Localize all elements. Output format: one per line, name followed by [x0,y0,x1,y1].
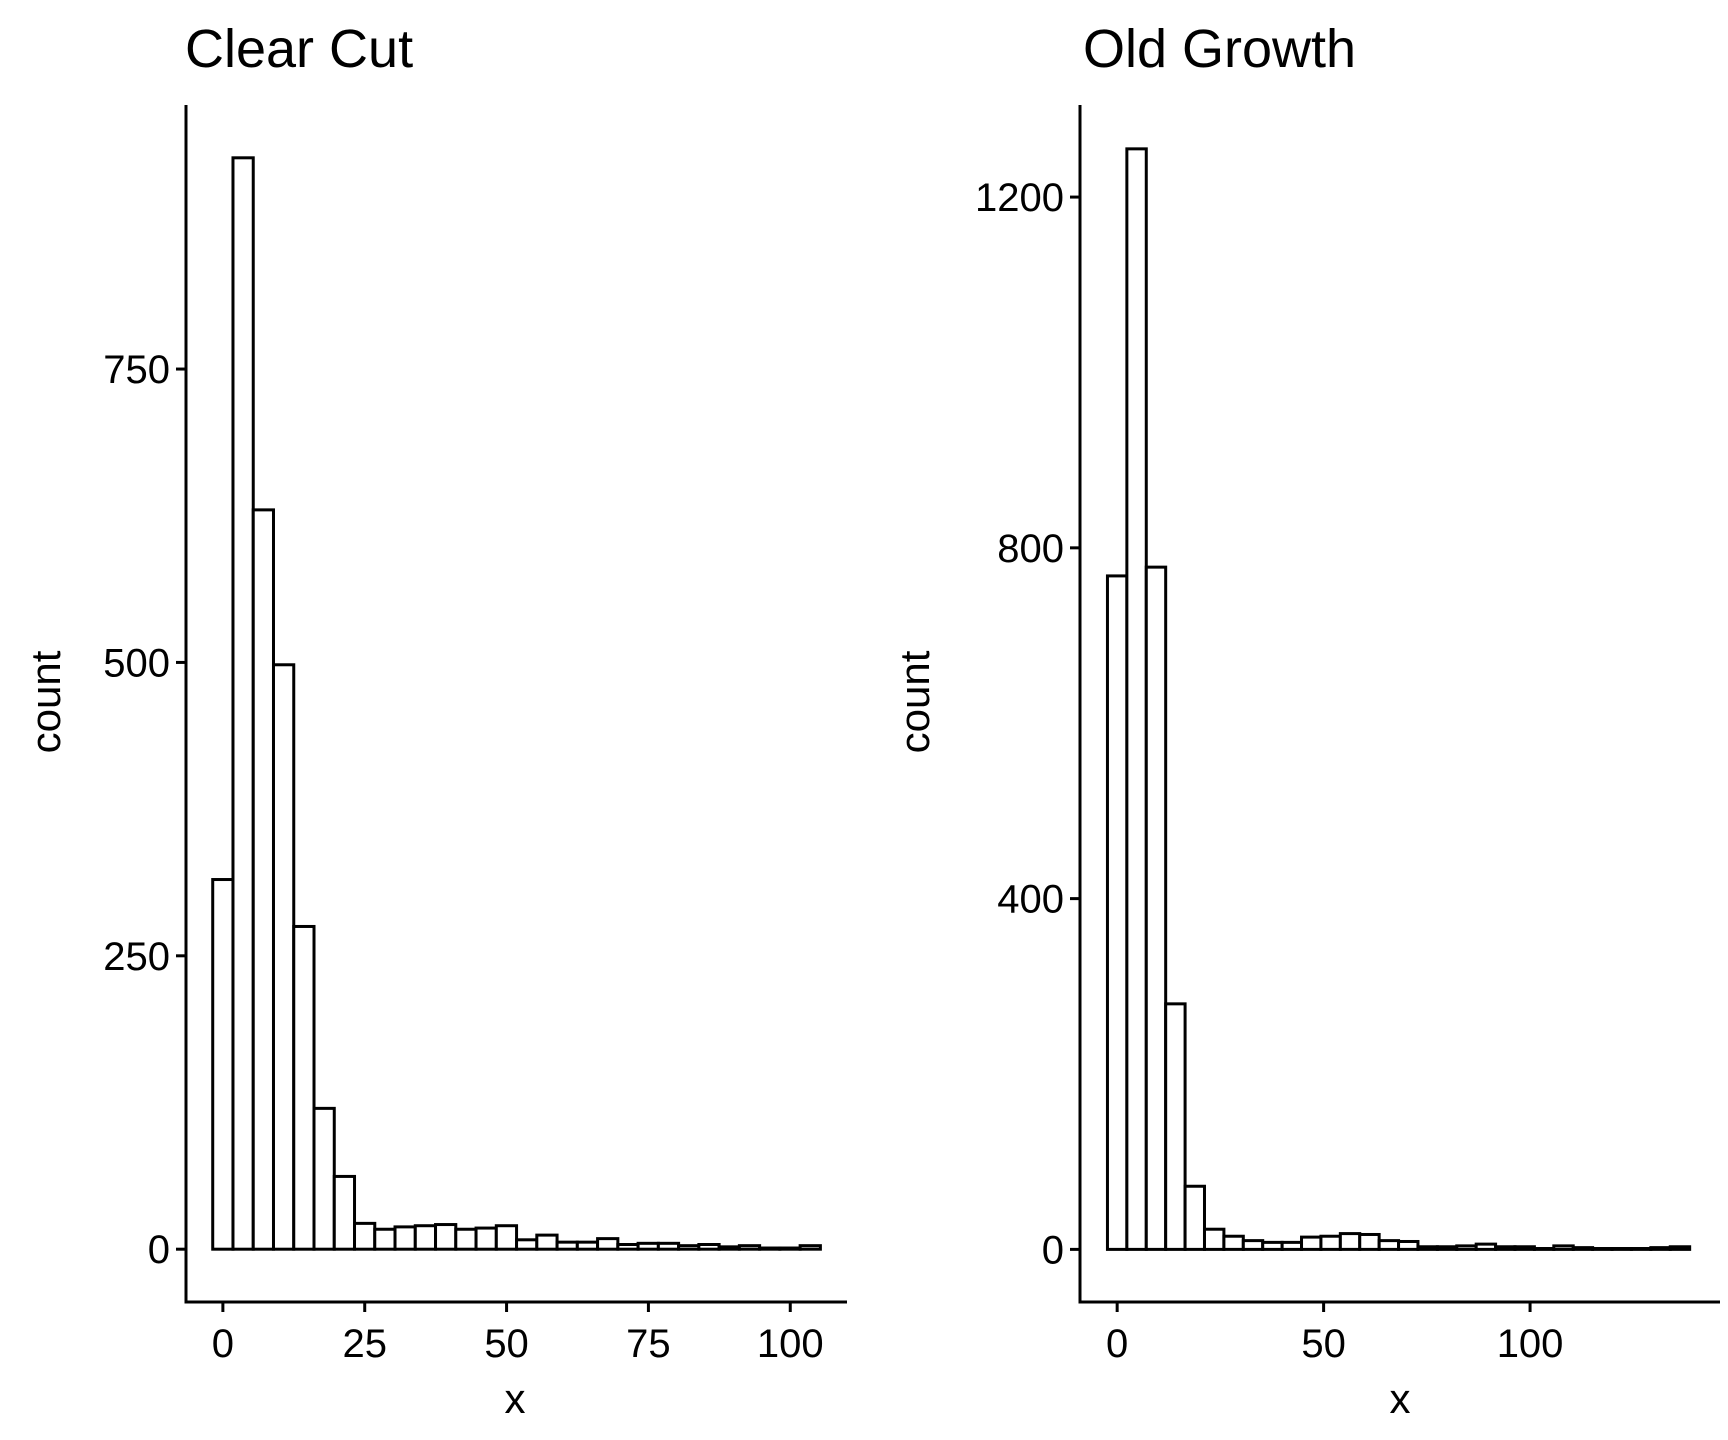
old-growth-bar [1571,1246,1595,1251]
clear-cut-bars [211,156,822,1251]
old-growth-bar [1358,1232,1381,1251]
old-growth-y-tick-label: 0 [1042,1228,1064,1272]
old-growth-y-tick-label: 1200 [975,176,1064,220]
old-growth-bar [1105,574,1129,1251]
clear-cut-bar [413,1224,438,1251]
old-growth-bar [1649,1246,1672,1251]
old-growth-bar [1532,1247,1556,1251]
old-growth-bar [1513,1245,1536,1251]
clear-cut-x-tick-label: 75 [626,1322,671,1366]
clear-cut-ticks: 0 250 500 750 0 25 50 75 100 [103,348,823,1366]
clear-cut-bar [231,156,255,1251]
clear-cut-bar [515,1238,539,1251]
old-growth-bars [1105,147,1692,1251]
old-growth-x-axis-label: x [1390,1375,1411,1422]
clear-cut-x-tick-label: 0 [212,1322,234,1366]
clear-cut-bar [353,1221,377,1251]
clear-cut-bar [758,1246,782,1251]
clear-cut-bar [535,1233,559,1251]
clear-cut-bar [434,1223,458,1251]
old-growth-bar [1591,1247,1614,1251]
clear-cut-bar [494,1224,519,1251]
old-growth-bar [1300,1235,1323,1251]
clear-cut-bar [636,1241,660,1251]
clear-cut-bar [474,1226,498,1251]
old-growth-bar [1474,1242,1498,1251]
clear-cut-bar [555,1240,579,1251]
old-growth-y-axis-label: count [891,650,938,753]
clear-cut-y-tick-label: 500 [103,641,170,685]
clear-cut-x-tick-label: 50 [484,1322,529,1366]
old-growth-y-tick-label: 800 [997,527,1064,571]
old-growth-bar [1552,1244,1575,1251]
clear-cut-bar [312,1106,336,1251]
clear-cut-title: Clear Cut [185,19,413,79]
clear-cut-y-axis-label: count [22,650,69,753]
old-growth-bar [1164,1002,1187,1251]
old-growth-bar [1222,1234,1245,1251]
old-growth-panel: Old Growth count x 0 400 800 1200 0 50 100 [891,19,1720,1422]
clear-cut-bar [454,1227,478,1251]
clear-cut-bar [596,1237,620,1251]
old-growth-bar [1338,1232,1362,1251]
old-growth-axes [1078,105,1720,1304]
old-growth-bar [1435,1245,1459,1251]
clear-cut-bar [271,663,296,1251]
clear-cut-y-tick-label: 250 [103,935,170,979]
clear-cut-bar [656,1241,681,1251]
clear-cut-bar [332,1174,357,1251]
clear-cut-bar [717,1245,741,1251]
clear-cut-x-tick-label: 25 [342,1322,387,1366]
old-growth-bar [1377,1239,1401,1251]
old-growth-title: Old Growth [1083,19,1356,79]
clear-cut-bar [677,1244,701,1251]
clear-cut-bar [211,878,235,1251]
clear-cut-bar [697,1243,721,1251]
old-growth-bar [1202,1227,1226,1251]
old-growth-bar [1397,1239,1420,1251]
clear-cut-bar [251,508,275,1251]
old-growth-bar [1125,147,1148,1251]
clear-cut-bar [575,1240,600,1251]
old-growth-x-tick-label: 50 [1301,1322,1346,1366]
clear-cut-bar [292,924,316,1251]
clear-cut-bar [778,1246,802,1251]
old-growth-bar [1319,1234,1342,1251]
clear-cut-bar [373,1227,397,1251]
clear-cut-bar [616,1243,640,1251]
clear-cut-y-tick-label: 750 [103,348,170,392]
old-growth-x-tick-label: 0 [1106,1322,1128,1366]
clear-cut-bar [393,1225,417,1251]
old-growth-bar [1629,1247,1653,1251]
clear-cut-x-axis-label: x [505,1375,526,1422]
old-growth-bar [1183,1184,1206,1251]
old-growth-x-tick-label: 100 [1497,1322,1564,1366]
old-growth-bar [1610,1247,1633,1251]
clear-cut-bar [737,1244,762,1251]
clear-cut-y-tick-label: 0 [148,1228,170,1272]
old-growth-bar [1494,1245,1517,1251]
old-growth-bar [1241,1239,1265,1251]
clear-cut-bar [798,1244,822,1251]
clear-cut-x-tick-label: 100 [757,1322,824,1366]
clear-cut-panel: Clear Cut count x 0 250 500 750 0 25 50 75 100 [22,19,847,1422]
clear-cut-axes [184,105,847,1304]
old-growth-bar [1144,565,1168,1251]
old-growth-bar [1455,1244,1478,1251]
old-growth-ticks: 0 400 800 1200 0 50 100 [975,176,1563,1366]
old-growth-bar [1416,1245,1439,1251]
old-growth-bar [1668,1245,1692,1251]
old-growth-y-tick-label: 400 [997,878,1064,922]
old-growth-bar [1280,1240,1304,1251]
old-growth-bar [1261,1240,1284,1251]
